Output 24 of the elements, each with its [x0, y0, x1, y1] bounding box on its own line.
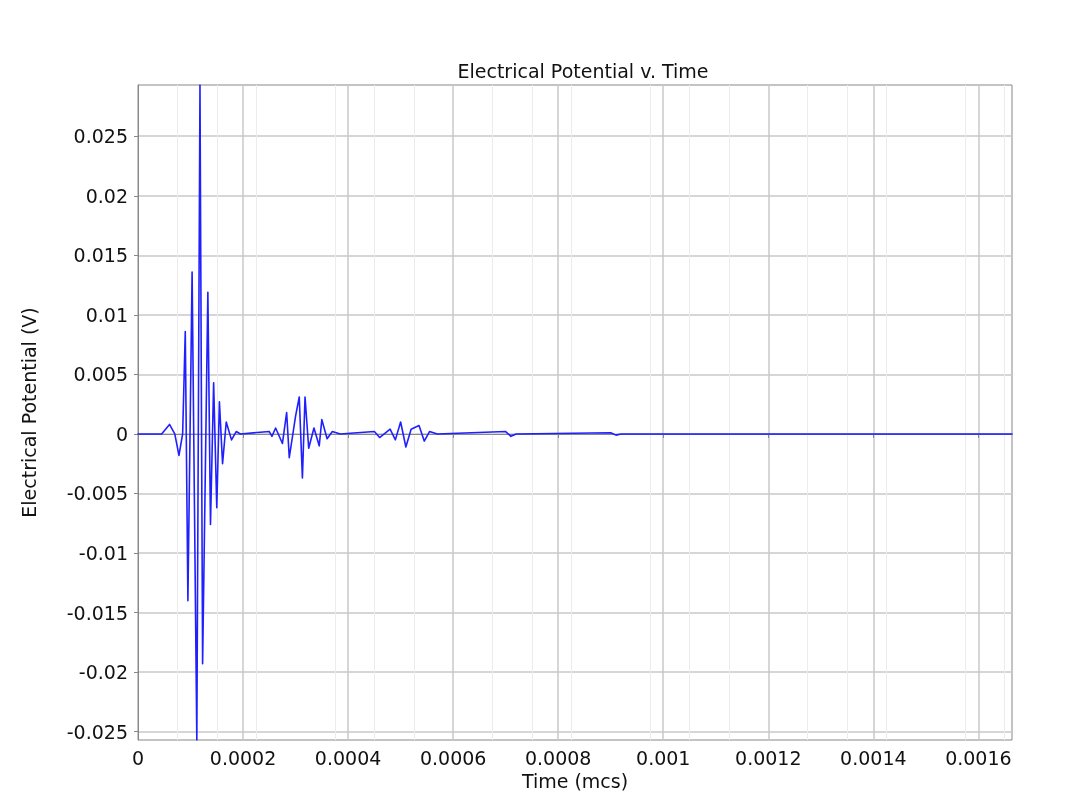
x-tick-label: 0	[131, 746, 145, 769]
y-tick-label: 0.005	[73, 363, 128, 386]
x-tick-label: 0.0002	[209, 746, 277, 769]
x-tick-label: 0.0012	[735, 746, 802, 769]
x-tick-label: 0.0004	[314, 746, 382, 769]
x-tick-label: 0.0014	[840, 746, 907, 769]
chart-title: Electrical Potential v. Time	[457, 59, 709, 82]
y-tick-label: -0.02	[78, 661, 128, 684]
y-tick-label: 0.02	[85, 184, 128, 207]
x-axis-title: Time (mcs)	[520, 770, 629, 793]
x-tick-label: 0.0008	[524, 746, 592, 769]
y-tick-label: -0.025	[66, 720, 128, 743]
y-tick-label: 0	[115, 422, 128, 445]
y-tick-label: 0.015	[73, 244, 128, 267]
y-tick-label: 0.025	[73, 125, 128, 148]
y-axis-title: Electrical Potential (V)	[17, 307, 40, 518]
y-tick-label: -0.01	[78, 542, 128, 565]
x-tick-label: 0.001	[636, 746, 691, 769]
y-tick-label: -0.015	[66, 601, 128, 624]
line-series	[137, 84, 1013, 741]
x-tick-label: 0.0006	[419, 746, 487, 769]
y-tick-label: -0.005	[66, 482, 128, 505]
x-tick-label: 0.0016	[945, 746, 1012, 769]
y-tick-label: 0.01	[85, 303, 128, 326]
